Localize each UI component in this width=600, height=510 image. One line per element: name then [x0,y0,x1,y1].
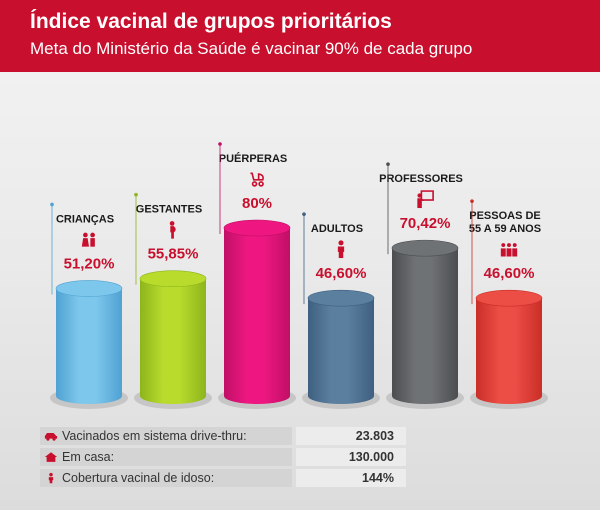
group-icon [500,243,518,257]
car-icon [44,432,58,441]
category-label: PROFESSORES [379,173,463,185]
leader-dot [218,142,222,146]
stat-value: 144% [296,469,406,487]
value-label: 46,60% [484,265,535,282]
stat-label: Em casa: [62,450,115,464]
stats-table: Vacinados em sistema drive-thru: 23.803 … [40,427,406,490]
stat-row-drive-thru: Vacinados em sistema drive-thru: 23.803 [40,427,406,445]
bar-professores [392,248,458,404]
page-title: Índice vacinal de grupos prioritários [30,10,392,33]
bar-top [55,280,123,297]
bar-adultos [308,298,374,404]
stroller-icon [249,172,265,187]
value-label: 55,85% [148,246,199,263]
bar-group-adultos: 46,60% ADULTOS [302,212,380,409]
bar-crian-as [56,288,122,404]
header-banner: Índice vacinal de grupos prioritários Me… [0,0,600,72]
leader-dot [50,202,54,207]
leader-dot [470,199,474,203]
stat-row-idoso: Cobertura vacinal de idoso: 144% [40,469,406,487]
stat-value: 23.803 [296,427,406,445]
pregnant-icon [169,221,176,239]
person-icon [48,472,54,484]
stat-value: 130.000 [296,448,406,466]
page-subtitle: Meta do Ministério da Saúde é vacinar 90… [30,39,473,58]
bar-gestantes [140,278,206,404]
category-label: GESTANTES [136,204,202,216]
value-label: 70,42% [400,215,451,232]
bar-chart: 51,20% CRIANÇAS 55,85% GESTANTES 80% PUÉRPERA… [50,142,548,409]
leader-dot [302,212,306,216]
category-label: PESSOAS DE [469,210,541,222]
value-label: 51,20% [64,255,115,272]
category-label: 55 A 59 ANOS [469,223,541,235]
value-label: 80% [242,195,272,212]
category-label: ADULTOS [311,223,363,235]
bar-group-professores: 70,42% PROFESSORES [379,162,464,409]
children-icon [81,232,95,247]
bar-group-crian-as: 51,20% CRIANÇAS [50,202,128,409]
bar-group-gestantes: 55,85% GESTANTES [134,192,212,409]
bar-pu-rperas [224,228,290,404]
bar-top [391,239,459,257]
stat-label: Cobertura vacinal de idoso: [62,471,215,485]
stat-row-em-casa: Em casa: 130.000 [40,448,406,466]
bar-pessoas-de-55-a-59-anos [476,298,542,404]
value-label: 46,60% [316,265,367,282]
bar-top [223,219,291,237]
category-label: PUÉRPERAS [219,152,287,165]
stat-label: Vacinados em sistema drive-thru: [62,429,247,443]
teacher-icon [416,190,434,209]
bar-group-pu-rperas: 80% PUÉRPERAS [218,142,296,409]
adult-icon [337,240,345,259]
category-label: CRIANÇAS [56,213,114,225]
leader-dot [134,192,138,197]
bar-top [475,289,543,307]
bar-top [139,270,207,288]
house-icon [44,452,58,462]
leader-dot [386,162,390,166]
bar-top [307,289,375,307]
